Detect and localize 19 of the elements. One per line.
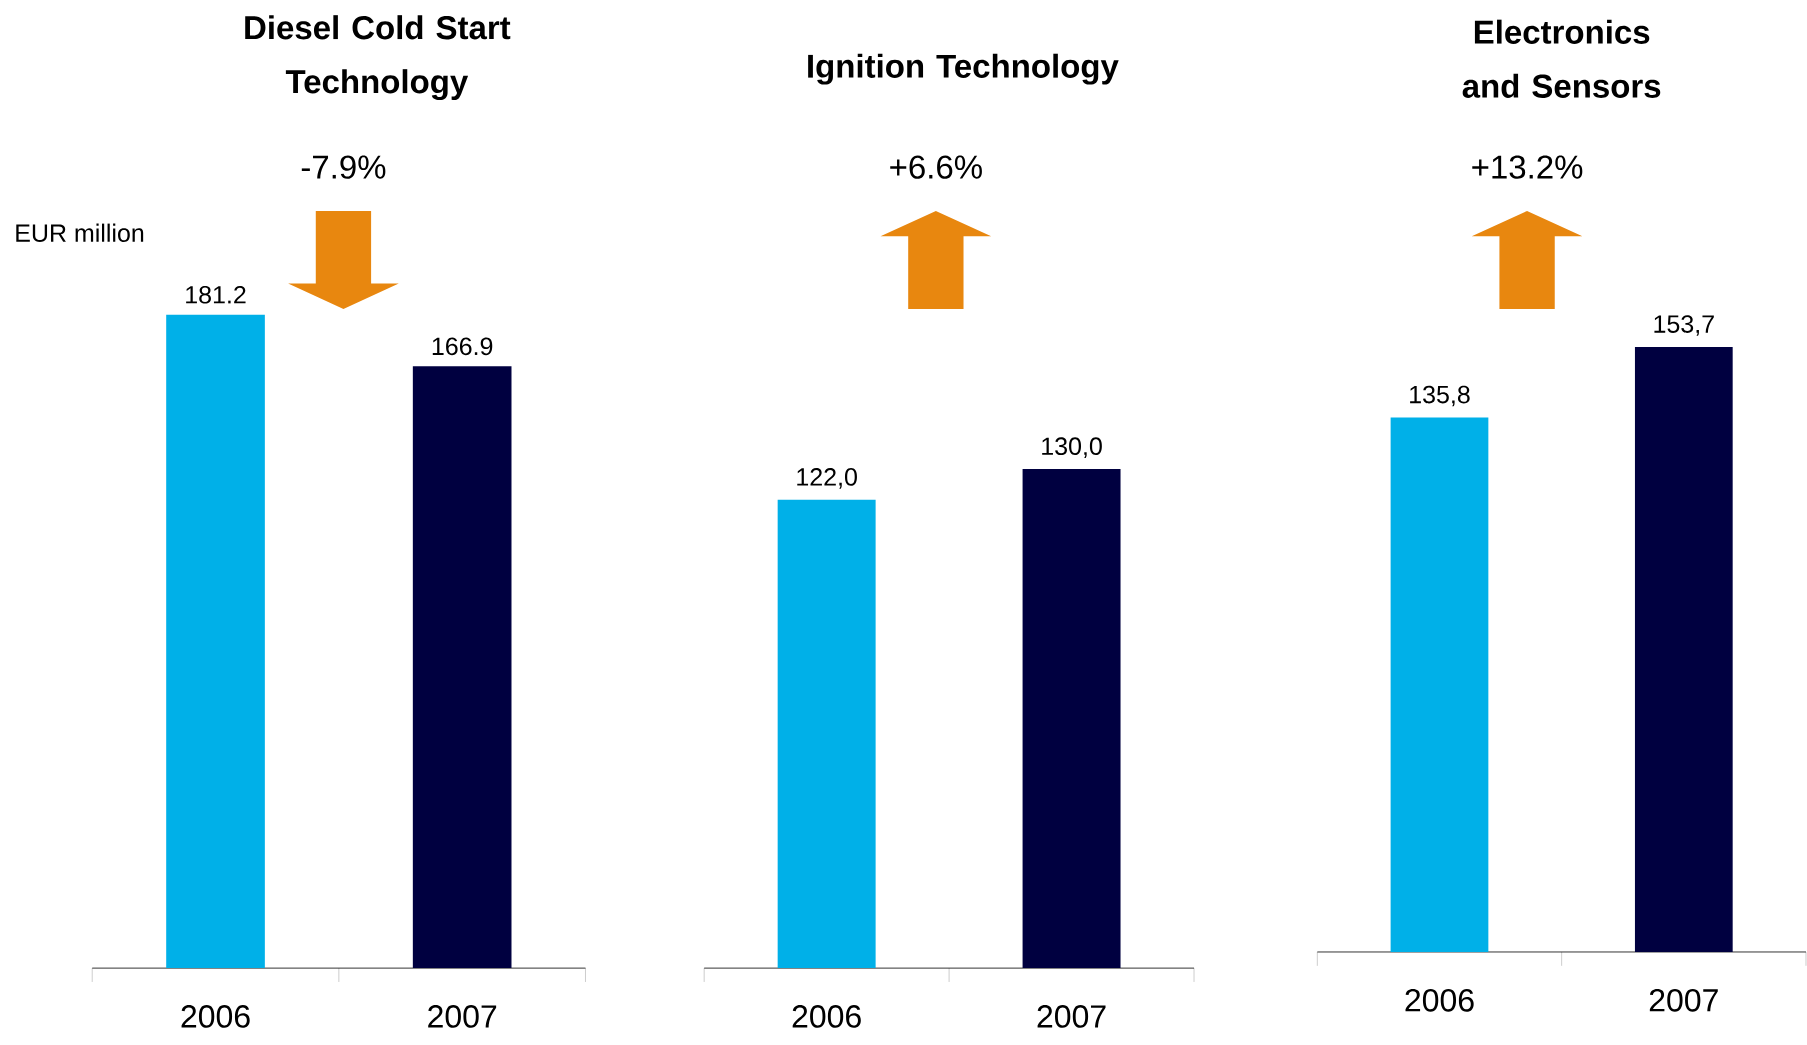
chart-title: Ignition Technology [808,53,1119,85]
data-label: 166.9 [432,337,493,356]
data-label: 181.2 [186,285,246,304]
text: +6.6% [890,155,982,179]
data-label: 122,0 [797,468,857,489]
x-tick-label: 2006 [792,1005,861,1028]
x-tick-label: 2007 [428,1005,497,1028]
chart-title: Electronics and Sensors [1462,19,1661,98]
chart-title: Diesel Cold Start Technology [245,15,511,101]
x-tick-label: 2006 [181,1005,250,1028]
text: +13.2% [1472,155,1583,179]
x-tick-label: 2006 [1405,988,1474,1012]
data-label: 130,0 [1042,437,1102,459]
x-tick-label: 2007 [1037,1005,1106,1028]
data-label: 153,7 [1654,315,1714,336]
data-label: 135,8 [1410,385,1470,407]
y-axis-title: EUR million [16,223,144,242]
x-tick-label: 2007 [1649,988,1718,1012]
text: -7.9% [301,155,386,179]
